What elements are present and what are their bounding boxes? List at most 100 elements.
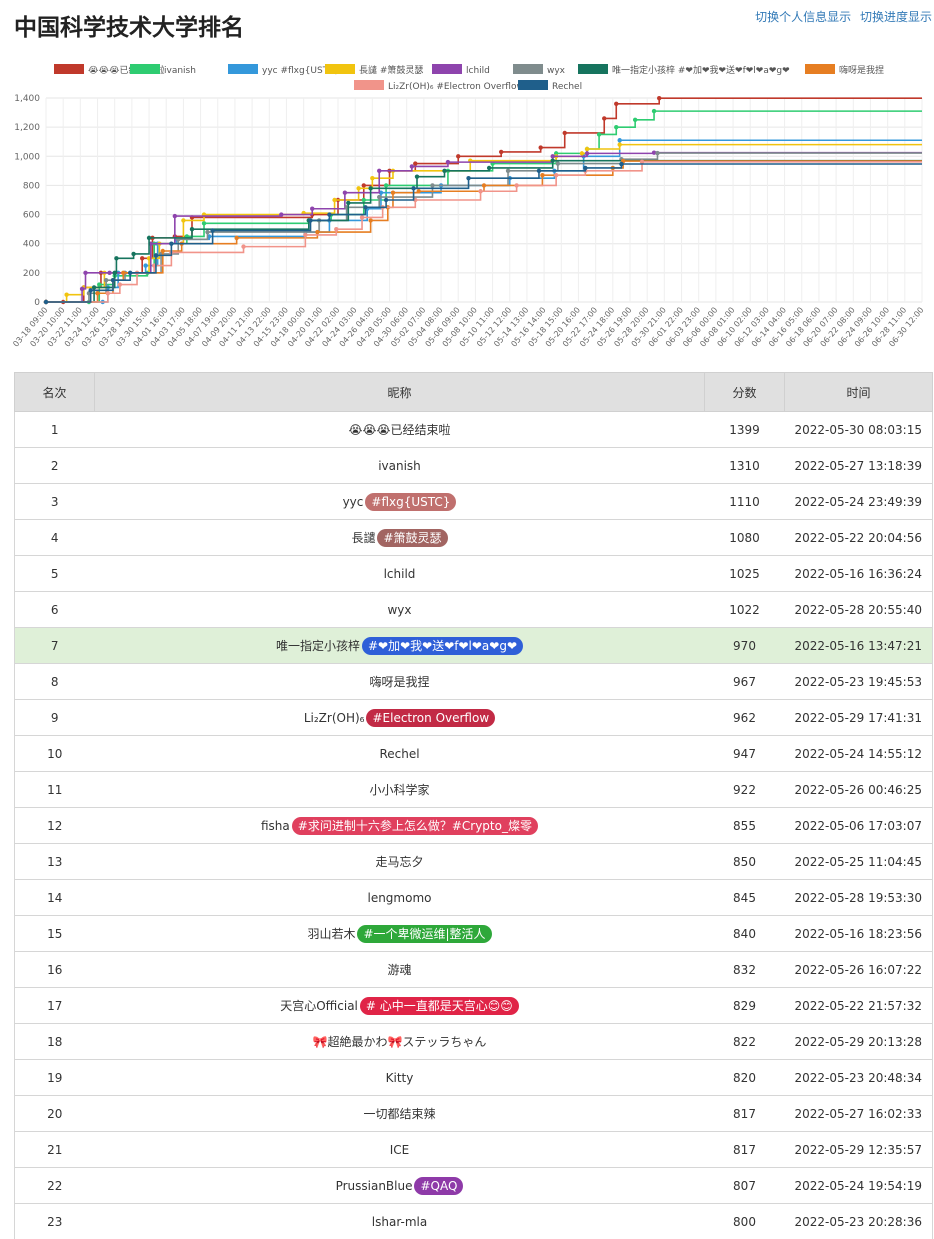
data-point [410, 164, 414, 168]
data-point [614, 125, 618, 129]
data-point [487, 166, 491, 170]
data-point [585, 151, 589, 155]
score-cell: 820 [705, 1060, 785, 1096]
score-cell: 1025 [705, 556, 785, 592]
data-point [202, 221, 206, 225]
data-point [442, 169, 446, 173]
data-point [154, 253, 158, 257]
nickname-cell: 走马忘夕 [95, 844, 705, 880]
data-point [95, 291, 99, 295]
col-header-nickname[interactable]: 昵称 [95, 373, 705, 412]
legend-swatch [432, 64, 462, 74]
nickname-text: 羽山若木 [307, 927, 355, 941]
rank-cell: 12 [15, 808, 95, 844]
score-cell: 1399 [705, 412, 785, 448]
nickname-cell: lengmomo [95, 880, 705, 916]
toggle-progress-link[interactable]: 切换进度显示 [860, 10, 932, 24]
nickname-text: Rechel [379, 747, 419, 761]
data-point [343, 191, 347, 195]
data-point [106, 291, 110, 295]
data-point [583, 166, 587, 170]
time-cell: 2022-05-23 19:45:53 [785, 664, 933, 700]
score-cell: 800 [705, 1204, 785, 1239]
data-point [362, 183, 366, 187]
nickname-cell: Kitty [95, 1060, 705, 1096]
score-cell: 1080 [705, 520, 785, 556]
data-point [143, 263, 147, 267]
score-cell: 947 [705, 736, 785, 772]
data-point [346, 201, 350, 205]
nickname-cell: 長譴#箫鼓灵瑟 [95, 520, 705, 556]
time-cell: 2022-05-24 19:54:19 [785, 1168, 933, 1204]
data-point [652, 109, 656, 113]
time-cell: 2022-05-22 21:57:32 [785, 988, 933, 1024]
time-cell: 2022-05-25 11:04:45 [785, 844, 933, 880]
score-cell: 922 [705, 772, 785, 808]
data-point [104, 278, 108, 282]
col-header-time[interactable]: 时间 [785, 373, 933, 412]
rank-cell: 19 [15, 1060, 95, 1096]
data-point [92, 285, 96, 289]
time-cell: 2022-05-06 17:03:07 [785, 808, 933, 844]
rank-cell: 13 [15, 844, 95, 880]
nickname-cell: Rechel [95, 736, 705, 772]
data-point [551, 154, 555, 158]
data-point [97, 282, 101, 286]
data-point [633, 118, 637, 122]
data-point [370, 176, 374, 180]
rank-cell: 23 [15, 1204, 95, 1239]
nickname-cell: fisha#求问进制十六参上怎么做？#Crypto_燦零 [95, 808, 705, 844]
legend-label: 嗨呀是我捏 [839, 64, 884, 76]
time-cell: 2022-05-26 00:46:25 [785, 772, 933, 808]
data-point [332, 198, 336, 202]
data-point [655, 151, 659, 155]
time-cell: 2022-05-29 17:41:31 [785, 700, 933, 736]
series-line [46, 98, 922, 302]
user-tag-badge: #箫鼓灵瑟 [377, 529, 447, 547]
data-point [315, 230, 319, 234]
data-point [107, 271, 111, 275]
col-header-rank[interactable]: 名次 [15, 373, 95, 412]
rank-cell: 5 [15, 556, 95, 592]
data-point [614, 102, 618, 106]
time-cell: 2022-05-27 13:18:39 [785, 448, 933, 484]
data-point [140, 256, 144, 260]
user-tag-badge: #flxg{USTC} [365, 493, 456, 511]
col-header-score[interactable]: 分数 [705, 373, 785, 412]
data-point [121, 271, 125, 275]
nickname-text: 唯一指定小孩梓 [276, 639, 360, 653]
data-point [64, 293, 68, 297]
score-cell: 817 [705, 1096, 785, 1132]
rank-cell: 1 [15, 412, 95, 448]
series-line [46, 145, 922, 302]
nickname-text: lengmomo [367, 891, 431, 905]
nickname-cell: ivanish [95, 448, 705, 484]
data-point [413, 161, 417, 165]
data-point [241, 244, 245, 248]
nickname-cell: 羽山若木#一个卑微运维|整活人 [95, 916, 705, 952]
data-point [83, 271, 87, 275]
table-header-row: 名次 昵称 分数 时间 [15, 373, 933, 412]
toggle-personal-info-link[interactable]: 切换个人信息显示 [755, 10, 851, 24]
rank-cell: 15 [15, 916, 95, 952]
nickname-text: lshar-mla [372, 1215, 427, 1229]
y-tick-label: 0 [34, 298, 40, 308]
data-point [113, 271, 117, 275]
nickname-text: yyc [343, 495, 364, 509]
rank-cell: 9 [15, 700, 95, 736]
nickname-text: 走马忘夕 [375, 855, 423, 869]
score-cell: 967 [705, 664, 785, 700]
nickname-text: ICE [390, 1143, 410, 1157]
data-point [111, 278, 115, 282]
data-point [411, 186, 415, 190]
series-line [46, 153, 922, 302]
nickname-text: 長譴 [351, 531, 375, 545]
data-point [161, 249, 165, 253]
data-point [131, 252, 135, 256]
